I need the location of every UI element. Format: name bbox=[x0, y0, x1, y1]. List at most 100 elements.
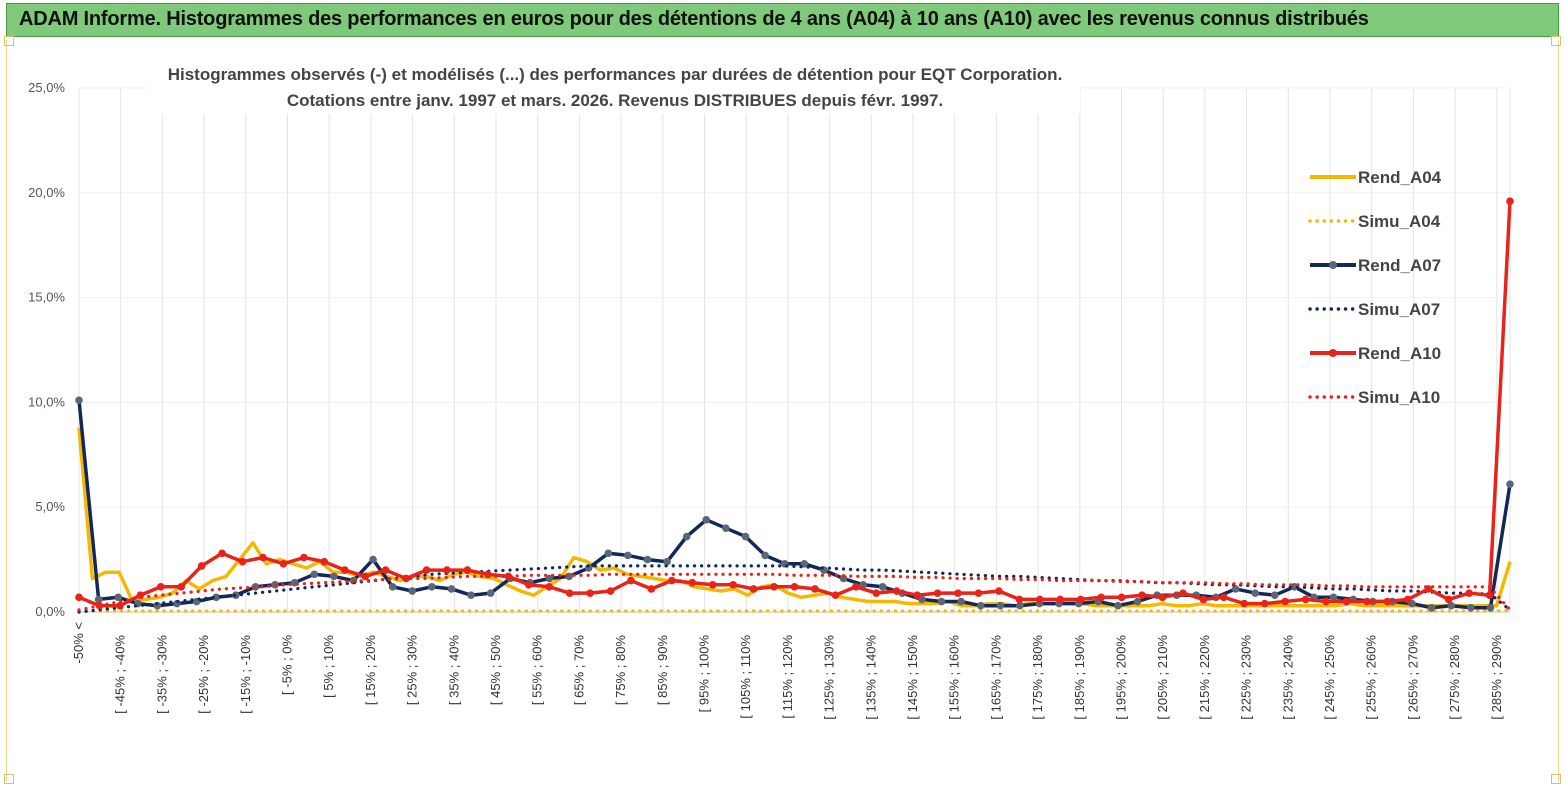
chart-subtitle: Cotations entre janv. 1997 et mars. 2026… bbox=[286, 91, 944, 110]
x-tick-label: [ -15% ; -10% bbox=[238, 635, 253, 714]
x-tick-label: [ 5% ; 10% bbox=[321, 635, 336, 698]
data-point bbox=[463, 566, 472, 574]
data-point bbox=[1133, 597, 1142, 606]
data-point bbox=[1097, 593, 1105, 602]
series-simu-a10 bbox=[77, 572, 1512, 612]
data-point bbox=[545, 583, 553, 591]
y-tick-label: 15,0% bbox=[28, 290, 65, 305]
data-point bbox=[545, 574, 554, 583]
data-point bbox=[1056, 595, 1065, 604]
data-point bbox=[381, 566, 390, 574]
data-point bbox=[218, 549, 226, 558]
x-tick-label: [ 25% ; 30% bbox=[405, 635, 420, 706]
legend-item-simu-a04: Simu_A04 bbox=[1308, 212, 1441, 231]
data-point bbox=[790, 583, 799, 591]
data-point bbox=[212, 593, 221, 602]
x-tick-label: [ 225% ; 230% bbox=[1239, 635, 1254, 720]
data-point bbox=[663, 557, 671, 566]
data-point bbox=[408, 587, 417, 595]
legend-label: Rend_A07 bbox=[1358, 256, 1441, 275]
x-tick-label: [ 245% ; 250% bbox=[1322, 635, 1337, 720]
data-point bbox=[708, 580, 717, 589]
data-point bbox=[1281, 597, 1289, 606]
data-point bbox=[624, 551, 632, 560]
data-point bbox=[1342, 597, 1351, 606]
data-point bbox=[1403, 595, 1412, 604]
data-point bbox=[1301, 595, 1310, 604]
x-tick-label: [ 255% ; 260% bbox=[1364, 635, 1379, 720]
x-tick-label: -50% < bbox=[71, 622, 86, 664]
x-tick-label: [ 235% ; 240% bbox=[1280, 635, 1295, 720]
x-tick-label: [ 275% ; 280% bbox=[1447, 635, 1462, 720]
data-point bbox=[524, 580, 533, 589]
chart-title: Histogrammes observés (-) et modélisés (… bbox=[167, 65, 1063, 84]
x-tick-label: [ 55% ; 60% bbox=[530, 635, 545, 706]
legend-item-rend-a04: Rend_A04 bbox=[1310, 168, 1442, 187]
legend-label: Simu_A07 bbox=[1358, 300, 1440, 319]
title-banner: ADAM Informe. Histogrammes des performan… bbox=[6, 3, 1559, 37]
x-tick-label: [ 105% ; 110% bbox=[738, 635, 753, 719]
data-point bbox=[996, 601, 1005, 610]
data-point bbox=[1076, 595, 1085, 604]
resize-handle-bottom-right[interactable] bbox=[1551, 774, 1561, 784]
y-tick-label: 20,0% bbox=[28, 185, 65, 200]
series-line-rend-a10 bbox=[78, 201, 1512, 608]
series-line-simu-a10 bbox=[77, 572, 1512, 612]
data-point bbox=[1179, 589, 1187, 597]
data-point bbox=[643, 555, 652, 564]
data-point bbox=[839, 574, 848, 583]
data-point bbox=[1036, 595, 1044, 604]
x-tick-label: [ 285% ; 290% bbox=[1489, 635, 1504, 720]
data-point bbox=[330, 572, 338, 581]
resize-handle-bottom-left[interactable] bbox=[4, 774, 14, 784]
legend-label: Rend_A04 bbox=[1358, 168, 1442, 187]
x-tick-label: [ -5% ; 0% bbox=[280, 635, 295, 695]
data-point bbox=[114, 593, 123, 602]
data-point bbox=[933, 589, 942, 597]
data-point bbox=[1251, 589, 1259, 597]
series-line-simu-a04 bbox=[77, 608, 1512, 614]
data-point bbox=[872, 589, 881, 597]
x-tick-label: [ 115% ; 120% bbox=[780, 635, 795, 719]
data-point bbox=[976, 601, 985, 610]
data-point bbox=[1447, 601, 1455, 610]
series-rend-a10 bbox=[75, 197, 1514, 610]
data-point bbox=[428, 583, 436, 591]
data-point bbox=[1015, 595, 1024, 604]
chart-frame bbox=[6, 40, 1559, 782]
data-point bbox=[702, 515, 711, 524]
data-point bbox=[443, 566, 451, 574]
x-tick-label: [ 265% ; 270% bbox=[1405, 635, 1420, 720]
data-point bbox=[1427, 604, 1436, 612]
y-axis: 0,0% 5,0% 10,0% 15,0% 20,0% 25,0% bbox=[28, 80, 65, 619]
data-point bbox=[1270, 591, 1279, 600]
data-point bbox=[749, 585, 758, 593]
x-tick-label: [ -25% ; -20% bbox=[196, 635, 211, 714]
resize-handle-top-left[interactable] bbox=[4, 36, 14, 46]
resize-handle-top-right[interactable] bbox=[1551, 36, 1561, 46]
legend-item-rend-a07: Rend_A07 bbox=[1310, 256, 1441, 275]
data-point bbox=[1220, 593, 1228, 602]
data-point bbox=[504, 572, 513, 581]
chart-legend: Rend_A04 Simu_A04 Rend_A07 Simu_A07 Rend_A10… bbox=[1308, 168, 1442, 407]
data-point bbox=[1199, 595, 1208, 604]
chart-gridlines bbox=[78, 87, 1511, 612]
x-tick-label: [ 125% ; 130% bbox=[822, 635, 837, 720]
x-tick-label: [ 185% ; 190% bbox=[1072, 635, 1087, 720]
data-point bbox=[279, 559, 288, 568]
data-point bbox=[156, 583, 165, 591]
data-point bbox=[811, 585, 819, 593]
data-point bbox=[647, 585, 656, 593]
x-tick-label: [ 195% ; 200% bbox=[1114, 635, 1129, 720]
data-point bbox=[729, 580, 737, 589]
legend-item-simu-a07: Simu_A07 bbox=[1308, 300, 1440, 319]
data-point bbox=[1466, 604, 1475, 612]
x-tick-label: [ -35% ; -30% bbox=[154, 635, 169, 714]
data-point bbox=[1506, 197, 1514, 205]
data-point bbox=[116, 601, 124, 610]
data-point bbox=[467, 591, 475, 600]
data-point bbox=[369, 555, 377, 564]
x-tick-label: [ 165% ; 170% bbox=[988, 635, 1003, 720]
legend-item-simu-a10: Simu_A10 bbox=[1308, 388, 1440, 407]
data-point bbox=[682, 532, 691, 541]
